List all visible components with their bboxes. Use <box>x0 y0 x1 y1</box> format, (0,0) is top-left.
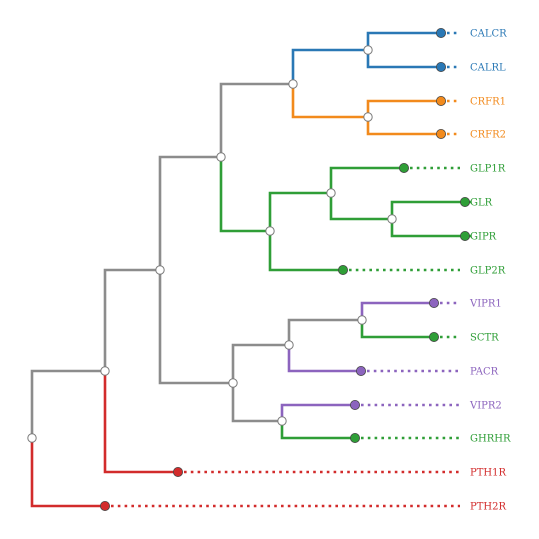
leaf-node-crfr1 <box>435 96 446 107</box>
branch-n2-3 <box>366 115 443 136</box>
internal-node-n12 <box>155 265 165 275</box>
leaf-label-crfr2: CRFR2 <box>470 130 506 141</box>
branch-n8-15 <box>360 318 436 339</box>
leaf-node-crfr2 <box>435 128 446 139</box>
tree-branches <box>30 31 467 508</box>
internal-node-n10 <box>277 416 287 426</box>
leaf-node-gipr <box>459 230 470 241</box>
internal-node-n13 <box>100 366 110 376</box>
leaf-label-crfr1: CRFR1 <box>470 97 506 108</box>
branch-n11-21 <box>231 381 284 423</box>
branch-n12-23 <box>158 268 235 385</box>
leaf-nodes <box>100 27 470 511</box>
branch-n10-18 <box>280 403 357 423</box>
leaf-label-glp2r: GLP2R <box>470 266 506 277</box>
branch-n3-5 <box>291 82 370 119</box>
internal-node-n14 <box>27 433 37 443</box>
branch-n5-9 <box>329 191 394 221</box>
leaf-label-sctr: SCTR <box>470 333 499 344</box>
internal-nodes <box>27 45 397 443</box>
leaf-node-glr <box>459 196 470 207</box>
branch-n2-2 <box>366 99 443 119</box>
internal-node-n9 <box>284 340 294 350</box>
leaf-label-ghrhr: GHRHR <box>470 434 511 445</box>
branch-n13-24 <box>103 268 162 373</box>
internal-node-n7 <box>216 152 226 162</box>
branch-n7-12 <box>219 82 295 159</box>
leaf-node-pth2r <box>100 500 111 511</box>
leaf-label-pth1r: PTH1R <box>470 468 506 479</box>
internal-node-n4 <box>387 214 397 224</box>
branch-n6-10 <box>268 191 333 233</box>
branch-n4-7 <box>390 217 467 238</box>
branch-n10-19 <box>280 419 357 440</box>
internal-node-n6 <box>265 226 275 236</box>
internal-node-n3 <box>288 79 298 89</box>
branch-n12-22 <box>158 155 223 272</box>
leaf-node-vipr1 <box>428 297 439 308</box>
leaf-node-calcr <box>435 27 446 38</box>
branch-n4-6 <box>390 200 467 221</box>
leaf-label-vipr1: VIPR1 <box>469 299 502 310</box>
branch-n9-16 <box>287 318 364 347</box>
branch-n3-4 <box>291 48 370 86</box>
branch-n5-8 <box>329 166 406 195</box>
leaf-node-sctr <box>428 331 439 342</box>
leaf-labels: CALCR CALRL CRFR1 CRFR2 GLP1R GLR GIPR GLP2R VIP… <box>469 29 511 513</box>
internal-node-n2 <box>363 112 373 122</box>
leaf-label-calcr: CALCR <box>470 29 507 40</box>
branch-n9-17 <box>287 343 363 373</box>
leaf-node-pacr <box>355 365 366 376</box>
leaf-node-glp1r <box>398 162 409 173</box>
branch-n14-27 <box>30 436 107 508</box>
branch-n11-20 <box>231 343 291 385</box>
internal-node-n1 <box>363 45 373 55</box>
branch-n14-26 <box>30 369 107 440</box>
leaf-label-glp1r: GLP1R <box>470 164 506 175</box>
leaf-node-vipr2 <box>349 399 360 410</box>
branch-n6-11 <box>268 229 345 272</box>
branch-n13-25 <box>103 369 180 474</box>
leaf-label-glr: GLR <box>470 198 493 209</box>
leaf-label-pth2r: PTH2R <box>470 502 506 513</box>
leaf-label-vipr2: VIPR2 <box>469 401 502 412</box>
leaf-node-calrl <box>435 62 446 73</box>
leaf-label-calrl: CALRL <box>470 63 506 74</box>
leaf-label-pacr: PACR <box>470 367 499 378</box>
branch-n1-1 <box>366 48 443 69</box>
internal-node-n8 <box>357 315 367 325</box>
leaf-label-gipr: GIPR <box>470 232 497 243</box>
branch-n8-14 <box>360 301 436 322</box>
internal-node-n5 <box>326 188 336 198</box>
leaf-node-ghrhr <box>349 432 360 443</box>
branch-n1-0 <box>366 31 443 52</box>
leaf-node-pth1r <box>172 466 183 477</box>
leaf-node-glp2r <box>337 264 348 275</box>
internal-node-n11 <box>228 378 238 388</box>
branch-n7-13 <box>219 155 272 233</box>
